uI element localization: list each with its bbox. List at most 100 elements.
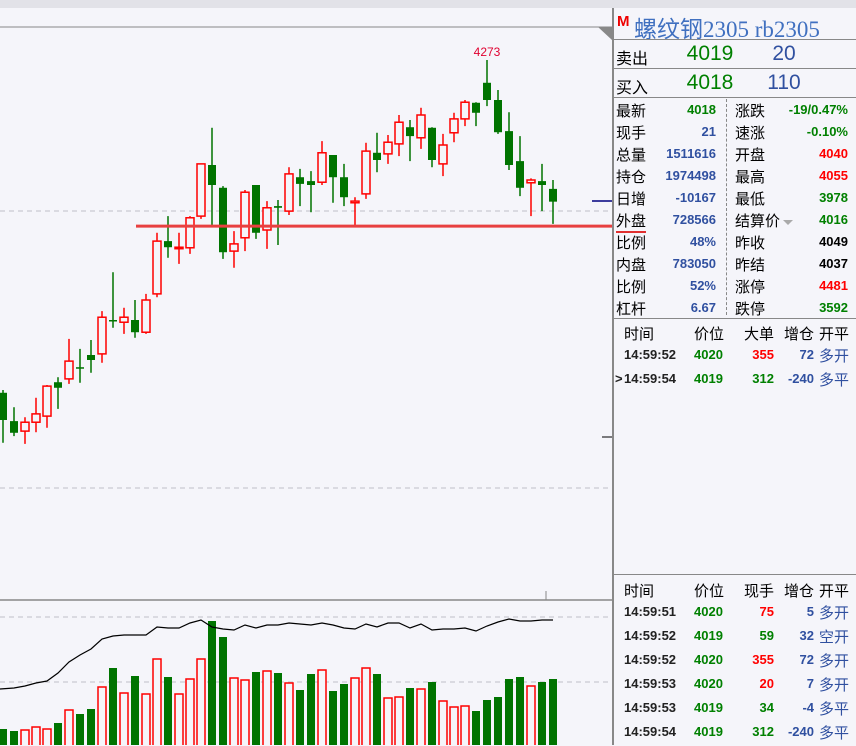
- trade-type: 多开: [819, 653, 850, 670]
- stat-value: -19/0.47%: [788, 102, 848, 117]
- volume-bar: [350, 677, 360, 745]
- candle-body: [350, 200, 360, 204]
- dropdown-caret-icon[interactable]: [783, 219, 794, 225]
- big-order-list: 时间 价位 大单 增仓 开平 14:59:52 4020 355 72 多开 >14:59:…: [614, 318, 856, 575]
- candle-body: [31, 413, 41, 423]
- volume-bar: [406, 688, 414, 745]
- trade-time: 14:59:51: [624, 604, 677, 619]
- sell-quote-row[interactable]: 卖出 4019 20: [614, 40, 856, 69]
- list-item[interactable]: 14:59:51 4020 75 5 多开: [614, 599, 856, 623]
- candle-body: [64, 360, 74, 380]
- trade-oi-change: -240: [787, 371, 814, 386]
- candle: [350, 197, 360, 227]
- candle-body: [340, 177, 348, 198]
- trade-time: 14:59:54: [624, 371, 677, 386]
- volume-bar: [229, 677, 239, 745]
- trade-oi-change: -4: [802, 700, 814, 715]
- candle: [152, 232, 162, 298]
- tick-list: 时间 价位 现手 增仓 开平 14:59:51 4020 75 5 多开 14:59:52 …: [614, 574, 856, 746]
- stat-value: 48%: [689, 234, 716, 249]
- stat-value: 4481: [819, 278, 848, 293]
- stat-label-text: 涨跌: [735, 103, 766, 120]
- buy-price: 4018: [686, 71, 734, 94]
- volume-bar: [438, 700, 448, 745]
- stats-grid: 最新 4018 涨跌 -19/0.47% 现手 21 速涨 -0.10% 总量 15…: [614, 97, 856, 319]
- trade-time: 14:59:52: [624, 652, 677, 667]
- candle-body: [109, 320, 117, 322]
- candle-body: [516, 161, 524, 188]
- list-item[interactable]: 14:59:53 4020 20 7 多开: [614, 671, 856, 695]
- trade-price: 4020: [694, 652, 723, 667]
- candle: [252, 185, 260, 239]
- list-item[interactable]: >14:59:54 4019 312 -240 多平: [614, 366, 856, 390]
- candle: [119, 307, 129, 334]
- candle-body: [10, 421, 18, 433]
- candle: [87, 340, 95, 373]
- candle-body: [483, 82, 491, 100]
- stat-value: 1511616: [666, 146, 716, 161]
- candle-body: [460, 101, 470, 120]
- trade-price: 4020: [694, 676, 723, 691]
- candle: [549, 180, 557, 224]
- candle-body: [472, 102, 480, 113]
- stat-value: 6.67: [690, 300, 716, 315]
- list-item[interactable]: 14:59:52 4020 355 72 多开: [614, 647, 856, 671]
- instrument-title[interactable]: 螺纹钢2305 rb2305: [634, 17, 820, 40]
- candle: [31, 397, 41, 433]
- trade-type: 多平: [819, 701, 850, 718]
- column-header: 增仓: [783, 326, 814, 343]
- stat-value: 4049: [819, 234, 848, 249]
- stat-label: 涨停: [735, 276, 765, 297]
- stat-label[interactable]: 结算价: [735, 210, 794, 231]
- trade-oi-change: 5: [806, 604, 814, 619]
- volume-bar: [505, 679, 513, 745]
- stat-label: 内盘: [616, 257, 647, 274]
- candle-body: [97, 316, 107, 355]
- volume-bar: [416, 688, 426, 745]
- candle: [131, 300, 139, 338]
- volume-bar: [449, 706, 459, 745]
- stat-label: 速涨: [735, 122, 765, 143]
- stat-row: 内盘 783050 昨结 4037: [614, 252, 856, 274]
- list-item[interactable]: 14:59:53 4019 34 -4 多平: [614, 695, 856, 719]
- instrument-header: M 螺纹钢2305 rb2305: [614, 8, 856, 40]
- stat-value: 4055: [819, 168, 848, 183]
- corner-marker: [598, 27, 612, 40]
- stat-value: 4040: [819, 146, 848, 161]
- stat-label-text: 跌停: [735, 301, 766, 318]
- volume-bar: [296, 690, 304, 745]
- trade-qty: 312: [752, 371, 774, 386]
- stat-label: 最新: [616, 103, 647, 120]
- stat-value: 4016: [819, 212, 848, 227]
- trade-oi-change: 72: [799, 652, 814, 667]
- open-interest-line: [0, 618, 553, 690]
- stat-label: 昨结: [735, 254, 765, 275]
- candle-body: [54, 382, 62, 388]
- candle-body: [76, 367, 84, 369]
- stat-label: 跌停: [735, 298, 765, 319]
- candle-body: [526, 179, 536, 184]
- stat-label: 比例: [616, 235, 647, 252]
- stat-value: 728566: [672, 212, 716, 227]
- volume-bar: [109, 668, 117, 745]
- candle-body: [438, 144, 448, 165]
- candle: [196, 163, 206, 219]
- candle-body: [373, 152, 381, 160]
- stat-label: 最低: [735, 188, 765, 209]
- stat-value: 1974498: [665, 168, 716, 183]
- stat-row: 总量 1511616 开盘 4040: [614, 142, 856, 164]
- trade-type: 空开: [819, 629, 850, 646]
- candle-body: [240, 191, 250, 239]
- list-item[interactable]: 14:59:52 4020 355 72 多开: [614, 342, 856, 366]
- candle-body: [219, 187, 227, 253]
- candle-body: [208, 165, 216, 185]
- candle: [284, 167, 294, 215]
- list-item[interactable]: 14:59:52 4019 59 32 空开: [614, 623, 856, 647]
- stat-label-text: 结算价: [735, 213, 781, 230]
- column-header: 增仓: [783, 583, 814, 600]
- candle: [229, 231, 239, 268]
- list-item[interactable]: 14:59:54 4019 312 -240 多平: [614, 719, 856, 743]
- column-header: 开平: [819, 583, 850, 600]
- buy-quote-row[interactable]: 买入 4018 110: [614, 69, 856, 98]
- kline-chart[interactable]: 4273: [0, 0, 612, 745]
